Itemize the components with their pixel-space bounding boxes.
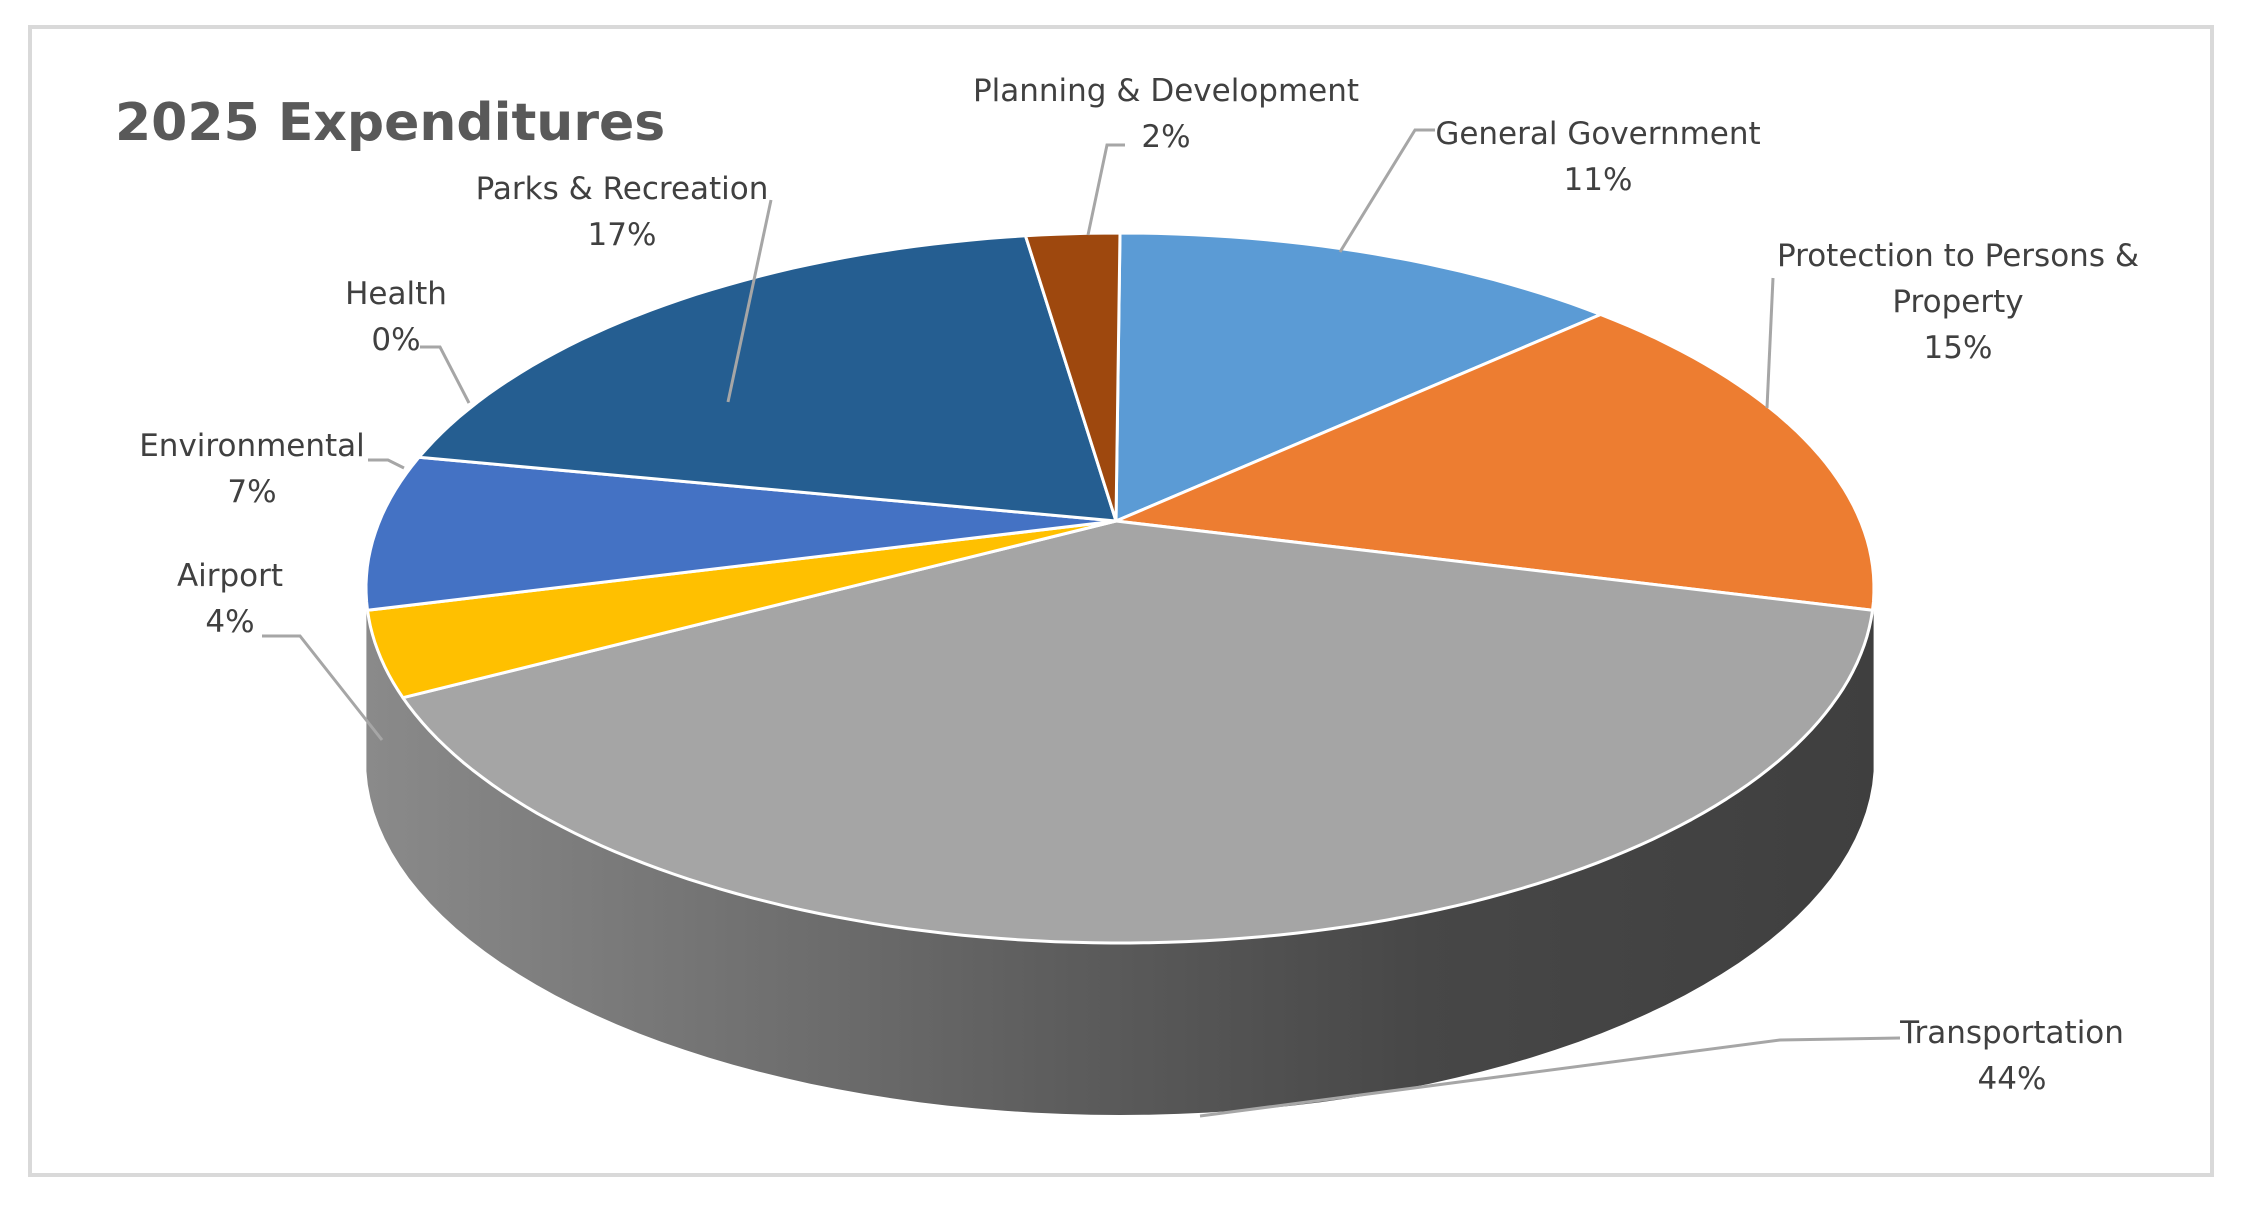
data-label-percent: 17% [588, 217, 657, 253]
data-label-percent: 7% [227, 474, 276, 510]
data-label-parks-recreation: Parks & Recreation 17% [476, 171, 769, 253]
data-label-category: Property [1892, 284, 2023, 320]
data-label-protection-to-persons-property: Protection to Persons & Property 15% [1777, 238, 2139, 366]
data-label-category: Environmental [139, 428, 365, 464]
pie-slice-airport [366, 519, 1118, 700]
data-label-percent: 0% [371, 322, 420, 358]
data-label-general-government: General Government 11% [1435, 116, 1760, 198]
leader-line-environmental [368, 458, 405, 470]
pie-slice-planning-development [1024, 231, 1122, 523]
leader-line-planning-development [1086, 143, 1125, 236]
leader-line-transportation [1199, 1036, 1901, 1118]
data-label-environmental: Environmental 7% [139, 428, 365, 510]
pie-side-wall [366, 599, 1874, 1115]
pie-slice-general-government [1114, 231, 1603, 523]
data-label-airport: Airport 4% [177, 558, 283, 640]
data-label-category: Airport [177, 558, 283, 594]
data-label-category: Transportation [1899, 1015, 2124, 1051]
data-label-category: Health [345, 276, 447, 312]
pie-slice-protection-to-persons-property [1114, 313, 1876, 612]
data-label-health: Health 0% [345, 276, 447, 358]
leader-line-general-government [1338, 128, 1435, 253]
leader-line-airport [262, 634, 384, 741]
pie-slice-parks-recreation [417, 234, 1118, 523]
data-label-percent: 15% [1924, 330, 1993, 366]
data-label-percent: 11% [1564, 162, 1633, 198]
pie-slice-transportation [401, 519, 1874, 945]
data-label-percent: 4% [205, 604, 254, 640]
data-label-category: Parks & Recreation [476, 171, 769, 207]
chart-title: 2025 Expenditures [115, 93, 665, 153]
leader-line-parks-recreation [726, 199, 773, 403]
leader-line-protection-to-persons-property [1765, 277, 1775, 409]
data-label-category: General Government [1435, 116, 1760, 152]
data-label-percent: 2% [1141, 119, 1190, 155]
data-label-planning-development: Planning & Development 2% [973, 73, 1359, 155]
data-label-transportation: Transportation 44% [1899, 1015, 2124, 1097]
data-label-category: Planning & Development [973, 73, 1359, 109]
data-label-percent: 44% [1978, 1061, 2047, 1097]
leader-line-health [420, 345, 471, 404]
data-label-category: Protection to Persons & [1777, 238, 2139, 274]
pie-slice-environmental [364, 455, 1118, 612]
